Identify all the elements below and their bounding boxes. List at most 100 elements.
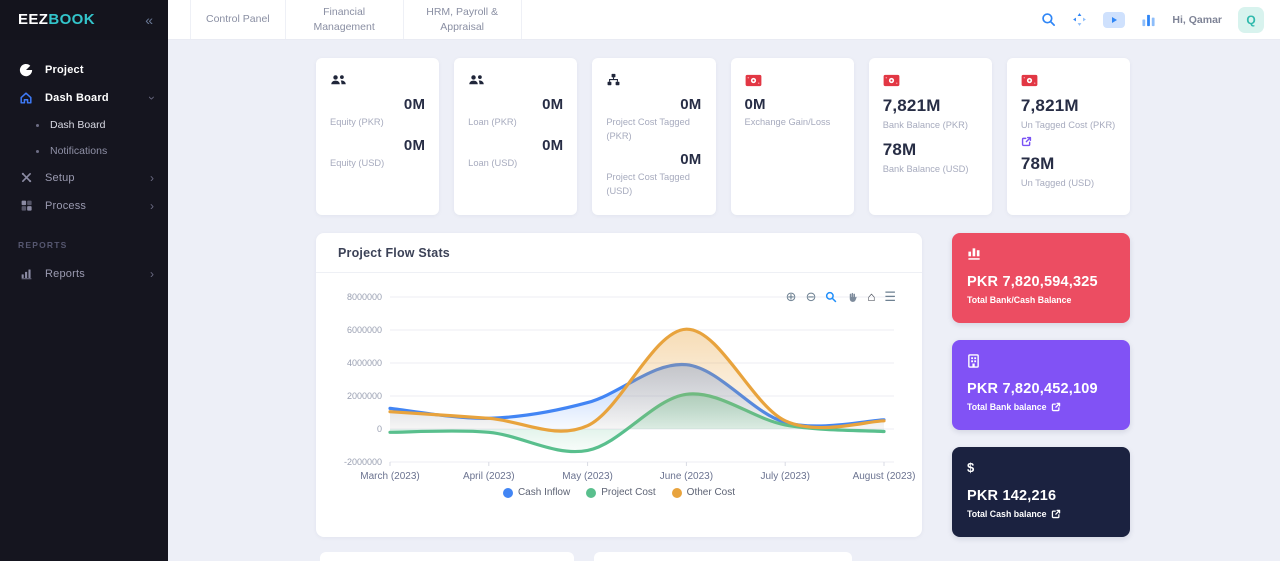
svg-text:July (2023): July (2023) <box>760 471 809 482</box>
svg-text:-2000000: -2000000 <box>344 457 382 467</box>
chart-canvas[interactable]: 8000000 6000000 4000000 2000000 0 -2000000 Mar… <box>338 289 915 486</box>
svg-text:2000000: 2000000 <box>347 391 382 401</box>
zoom-out-icon[interactable]: ⊖ <box>805 289 817 304</box>
legend-dot-icon <box>586 487 597 498</box>
stats-icon[interactable] <box>1141 13 1156 27</box>
tab-hrm-payroll-appraisal[interactable]: HRM, Payroll & Appraisal <box>404 0 522 39</box>
dollar-icon: $ <box>967 460 975 475</box>
sidebar-item-label: Process <box>45 199 87 212</box>
main-area: Control Panel Financial Management HRM, Pa… <box>168 0 1280 561</box>
topbar: Control Panel Financial Management HRM, Pa… <box>168 0 1280 40</box>
sidebar-subitem-dash-board[interactable]: Dash Board <box>0 112 168 138</box>
metric-value: 0M <box>680 96 702 113</box>
svg-text:August (2023): August (2023) <box>853 471 916 482</box>
project-flow-stats-card: Project Flow Stats ⊕ ⊖ ⌂ ☰ 8000000 6000000 40… <box>316 233 922 537</box>
legend-item-project-cost[interactable]: Project Cost <box>586 487 656 498</box>
summary-value: PKR 142,216 <box>967 488 1057 504</box>
topbar-actions: Hi, Qamar Q <box>1041 0 1280 39</box>
stat-card-exchange-gain-loss: 0M Exchange Gain/Loss <box>730 58 854 215</box>
chevron-down-icon: › <box>145 95 159 100</box>
sitemap-icon <box>606 72 701 88</box>
avatar[interactable]: Q <box>1238 6 1264 33</box>
chart-header: Project Flow Stats <box>316 233 922 273</box>
legend-label: Other Cost <box>686 487 736 498</box>
pan-icon[interactable] <box>846 291 858 303</box>
legend-dot-icon <box>671 487 682 498</box>
sidebar-subitem-label: Dash Board <box>50 119 106 131</box>
user-greeting: Hi, Qamar <box>1172 13 1222 26</box>
external-link-icon[interactable] <box>1051 402 1061 412</box>
metric-label: Loan (PKR) <box>468 117 517 127</box>
sidebar-item-process[interactable]: Process › <box>0 192 168 219</box>
external-link-icon[interactable] <box>1051 509 1061 519</box>
selection-zoom-icon[interactable] <box>825 291 837 303</box>
sidebar-item-label: Setup <box>45 171 75 184</box>
sidebar-item-setup[interactable]: Setup › <box>0 164 168 191</box>
svg-text:April (2023): April (2023) <box>463 471 515 482</box>
tab-label: Control Panel <box>206 13 270 26</box>
chart-body: 8000000 6000000 4000000 2000000 0 -2000000 Mar… <box>316 273 922 498</box>
svg-text:8000000: 8000000 <box>347 292 382 302</box>
legend-dot-icon <box>502 487 513 498</box>
metric-value: 0M <box>680 150 702 168</box>
brand-secondary: BOOK <box>48 11 95 28</box>
stat-card-equity-pkr: 0M Equity (PKR) 0M Equity (USD) <box>316 58 440 215</box>
legend-item-cash-inflow[interactable]: Cash Inflow <box>502 487 570 498</box>
process-icon <box>18 198 34 214</box>
metric-label: Bank Balance (USD) <box>882 163 969 174</box>
svg-text:May (2023): May (2023) <box>562 471 613 482</box>
metric-label: Equity (PKR) <box>330 117 384 127</box>
svg-text:6000000: 6000000 <box>347 325 382 335</box>
legend-item-other-cost[interactable]: Other Cost <box>671 487 736 498</box>
metric-value: 0M <box>542 136 564 154</box>
partial-card <box>320 552 574 561</box>
svg-text:March (2023): March (2023) <box>360 471 419 482</box>
menu-icon[interactable]: ☰ <box>884 289 896 304</box>
chart-legend: Cash Inflow Project Cost Other Cost <box>338 487 900 498</box>
summary-label: Total Bank/Cash Balance <box>967 295 1072 305</box>
line-other-cost <box>388 327 886 433</box>
sidebar-section-label: REPORTS <box>18 240 68 250</box>
metric-label: Un Tagged Cost (PKR) <box>1020 120 1116 130</box>
tab-control-panel[interactable]: Control Panel <box>190 0 286 39</box>
sidebar-item-reports[interactable]: Reports › <box>0 260 168 287</box>
brand-primary: EEZ <box>18 11 49 28</box>
metric-label: Bank Balance (PKR) <box>882 120 968 130</box>
sidebar-item-dash-board[interactable]: Dash Board › <box>0 84 168 111</box>
stat-card-project-cost-tagged-pkr: 0M Project Cost Tagged (PKR) 0M Project Cos… <box>592 58 716 215</box>
money-icon <box>745 72 840 88</box>
tab-financial-management[interactable]: Financial Management <box>286 0 404 39</box>
apps-icon[interactable] <box>1072 12 1087 27</box>
reset-home-icon[interactable]: ⌂ <box>867 289 876 304</box>
home-icon <box>18 90 34 106</box>
metric-value: 7,821M <box>882 96 941 115</box>
bullet-dot-icon <box>36 149 39 153</box>
external-link-icon[interactable] <box>1021 136 1116 147</box>
sidebar-subitem-notifications[interactable]: Notifications <box>0 138 168 164</box>
stat-card-un-tagged-cost-pkr: 7,821M Un Tagged Cost (PKR) 78M Un Tagged (… <box>1006 58 1131 215</box>
metric-value: 0M <box>403 136 426 154</box>
summary-label: Total Bank balance <box>967 402 1047 412</box>
video-icon[interactable] <box>1103 11 1126 28</box>
content: 0M Equity (PKR) 0M Equity (USD) 0M Loan (PKR)… <box>168 40 1280 561</box>
sidebar-item-project[interactable]: Project <box>0 56 168 83</box>
bank-icon <box>967 353 1115 368</box>
area-other-cost <box>390 329 884 432</box>
sidebar-subitem-label: Notifications <box>50 145 108 157</box>
sidebar-item-label: Project <box>45 63 84 76</box>
brand-logo: EEZBOOK <box>18 11 95 29</box>
stat-card-bank-balance-pkr: 7,821M Bank Balance (PKR) 78M Bank Balance … <box>868 58 992 215</box>
sidebar-collapse-icon[interactable]: « <box>145 12 153 28</box>
metric-value: 78M <box>882 139 917 159</box>
tab-label: HRM, Payroll & Appraisal <box>426 6 498 33</box>
zoom-in-icon[interactable]: ⊕ <box>785 289 797 304</box>
stat-cards-row: 0M Equity (PKR) 0M Equity (USD) 0M Loan (PKR)… <box>316 58 1131 215</box>
svg-text:0: 0 <box>377 424 382 434</box>
chart-toolbar: ⊕ ⊖ ⌂ ☰ <box>786 290 896 303</box>
logo: EEZBOOK « <box>0 0 168 40</box>
search-icon[interactable] <box>1041 12 1056 27</box>
legend-label: Project Cost <box>601 487 656 498</box>
svg-text:4000000: 4000000 <box>347 358 382 368</box>
money-icon <box>883 72 978 88</box>
chevron-right-icon: › <box>150 266 154 281</box>
